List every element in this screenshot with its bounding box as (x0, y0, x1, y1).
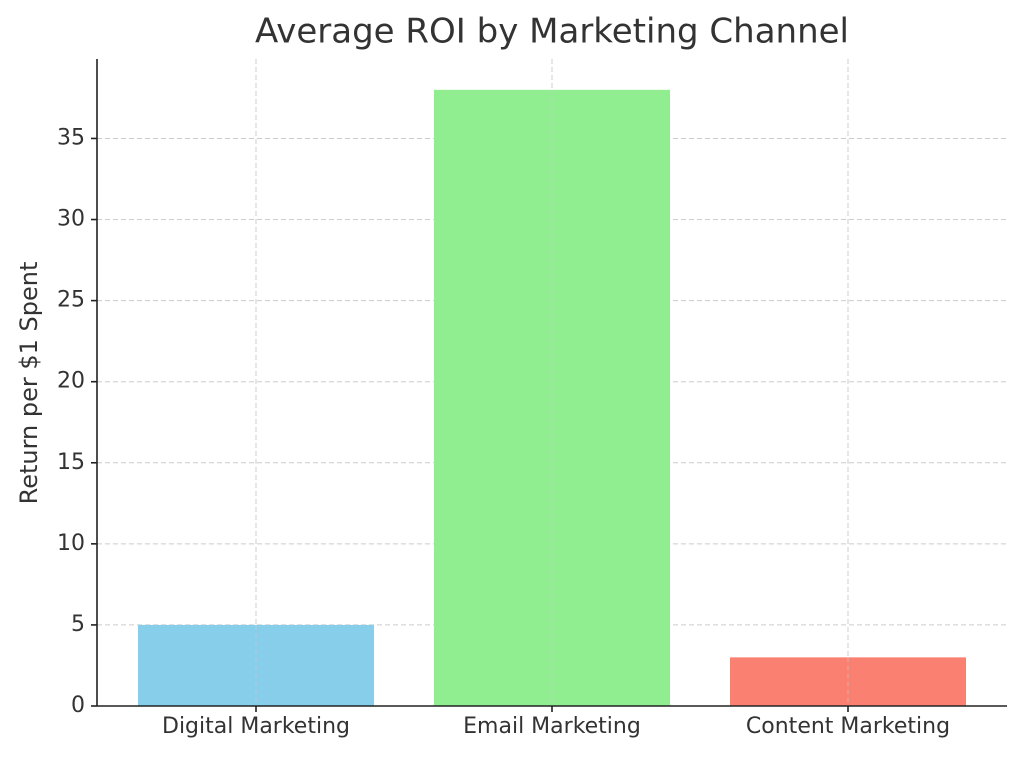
y-axis-label: Return per $1 Spent (15, 262, 43, 505)
y-tick-label: 15 (57, 450, 85, 475)
x-tick-label: Digital Marketing (162, 714, 350, 739)
chart-title: Average ROI by Marketing Channel (255, 12, 849, 52)
x-tick-label: Email Marketing (463, 714, 641, 739)
y-tick-label: 5 (71, 612, 85, 637)
x-tick-label: Content Marketing (746, 714, 950, 739)
y-tick-label: 25 (57, 288, 85, 313)
y-tick-label: 0 (71, 693, 85, 718)
y-tick-label: 35 (57, 125, 85, 150)
y-tick-label: 30 (57, 207, 85, 232)
y-tick-label: 20 (57, 369, 85, 394)
y-tick-label: 10 (57, 531, 85, 556)
